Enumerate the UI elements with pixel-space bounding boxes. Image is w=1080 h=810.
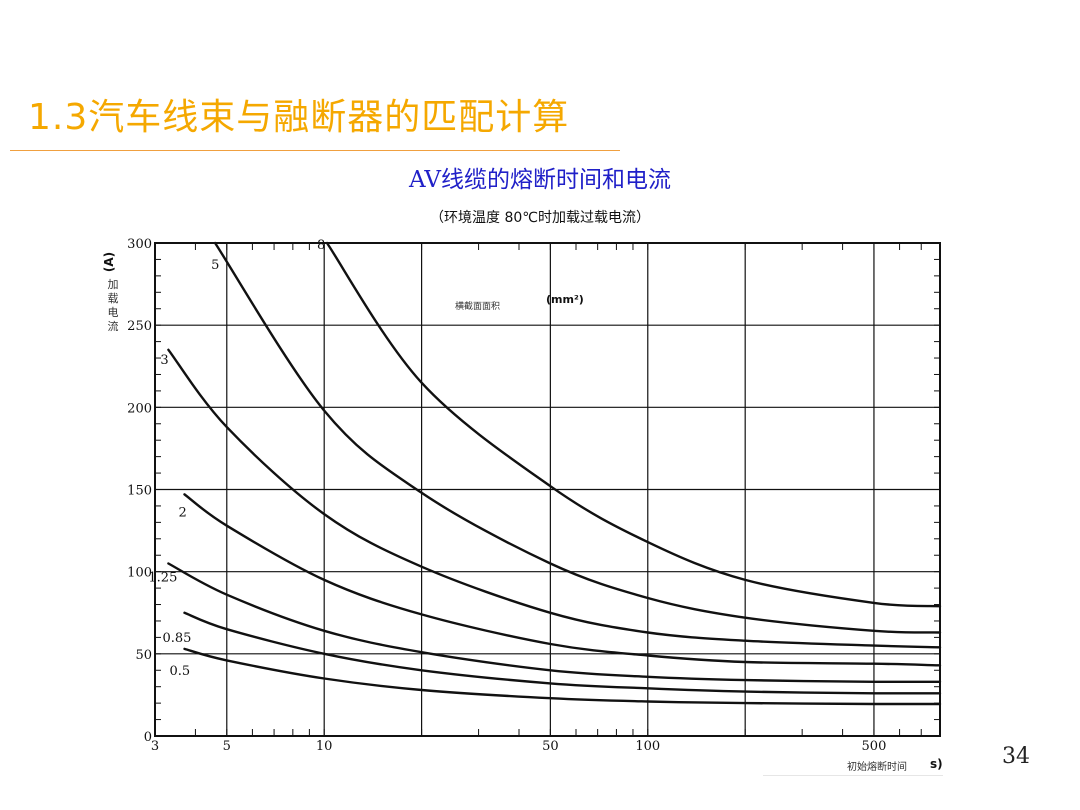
x-tick-label: 10 [316,739,333,754]
title-underline [10,150,620,151]
x-axis-unit: s) [930,757,943,771]
series-label: 8 [317,238,325,253]
legend-title: 横截面面积 [455,300,500,312]
series-label: 1.25 [148,570,177,585]
y-tick-label: 300 [127,237,152,252]
series-line [183,493,942,667]
x-tick-label: 50 [542,739,559,754]
series-label: 5 [211,258,219,273]
chart-subtitle: （环境温度 80℃时加载过载电流） [430,210,650,226]
series-label: 2 [178,505,186,520]
y-tick-label: 100 [127,566,152,581]
series-line [213,241,942,634]
x-tick-label: 3 [151,739,159,754]
slide-title: 1.3汽车线束与融断器的匹配计算 [28,97,570,138]
y-tick-label: 250 [127,319,152,334]
page-number: 34 [1002,744,1030,769]
x-tick-label: 500 [862,739,887,754]
y-tick-label: 0 [144,730,152,745]
x-axis-label: 初始熔断时间 [847,760,907,773]
x-tick-label: 100 [635,739,660,754]
chart-title: AV线缆的熔断时间和电流 [408,167,672,193]
y-tick-label: 50 [135,648,152,663]
series-line [325,241,942,608]
plot-frame [154,242,941,737]
x-tick-label: 5 [223,739,231,754]
series-label: 0.85 [162,631,191,646]
series-label: 3 [160,353,168,368]
y-axis-label: 加载电流 [108,278,119,333]
series-line [183,611,942,695]
footer-divider [763,775,943,776]
series-line [167,562,942,684]
series-line [167,348,942,649]
y-tick-label: 200 [127,401,152,416]
series-label: 0.5 [169,664,190,679]
legend-unit: (mm²) [546,293,584,306]
series-line [183,647,942,706]
y-tick-label: 150 [127,484,152,499]
y-axis-unit: (A) [102,252,116,272]
